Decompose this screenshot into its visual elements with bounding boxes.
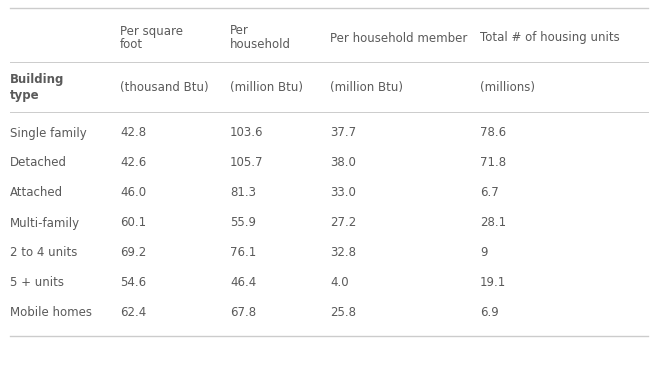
Text: foot: foot bbox=[120, 39, 143, 52]
Text: 46.4: 46.4 bbox=[230, 277, 256, 290]
Text: 42.8: 42.8 bbox=[120, 126, 146, 139]
Text: 33.0: 33.0 bbox=[330, 186, 356, 199]
Text: household: household bbox=[230, 39, 291, 52]
Text: Detached: Detached bbox=[10, 157, 67, 170]
Text: 71.8: 71.8 bbox=[480, 157, 506, 170]
Text: (millions): (millions) bbox=[480, 81, 535, 94]
Text: Per square: Per square bbox=[120, 24, 183, 37]
Text: 2 to 4 units: 2 to 4 units bbox=[10, 246, 78, 259]
Text: 6.7: 6.7 bbox=[480, 186, 499, 199]
Text: 27.2: 27.2 bbox=[330, 217, 356, 230]
Text: 105.7: 105.7 bbox=[230, 157, 263, 170]
Text: 25.8: 25.8 bbox=[330, 306, 356, 319]
Text: 81.3: 81.3 bbox=[230, 186, 256, 199]
Text: 28.1: 28.1 bbox=[480, 217, 506, 230]
Text: (million Btu): (million Btu) bbox=[330, 81, 403, 94]
Text: Multi-family: Multi-family bbox=[10, 217, 80, 230]
Text: Attached: Attached bbox=[10, 186, 63, 199]
Text: 4.0: 4.0 bbox=[330, 277, 349, 290]
Text: 38.0: 38.0 bbox=[330, 157, 356, 170]
Text: 5 + units: 5 + units bbox=[10, 277, 64, 290]
Text: 67.8: 67.8 bbox=[230, 306, 256, 319]
Text: Per: Per bbox=[230, 24, 249, 37]
Text: Single family: Single family bbox=[10, 126, 87, 139]
Text: 54.6: 54.6 bbox=[120, 277, 146, 290]
Text: 69.2: 69.2 bbox=[120, 246, 146, 259]
Text: 37.7: 37.7 bbox=[330, 126, 356, 139]
Text: 42.6: 42.6 bbox=[120, 157, 146, 170]
Text: 78.6: 78.6 bbox=[480, 126, 506, 139]
Text: 55.9: 55.9 bbox=[230, 217, 256, 230]
Text: 103.6: 103.6 bbox=[230, 126, 263, 139]
Text: (thousand Btu): (thousand Btu) bbox=[120, 81, 209, 94]
Text: 76.1: 76.1 bbox=[230, 246, 256, 259]
Text: Total # of housing units: Total # of housing units bbox=[480, 31, 620, 44]
Text: Building: Building bbox=[10, 73, 64, 86]
Text: (million Btu): (million Btu) bbox=[230, 81, 303, 94]
Text: 62.4: 62.4 bbox=[120, 306, 146, 319]
Text: 9: 9 bbox=[480, 246, 488, 259]
Text: 32.8: 32.8 bbox=[330, 246, 356, 259]
Text: Per household member: Per household member bbox=[330, 31, 467, 44]
Text: 46.0: 46.0 bbox=[120, 186, 146, 199]
Text: type: type bbox=[10, 89, 39, 102]
Text: 60.1: 60.1 bbox=[120, 217, 146, 230]
Text: 6.9: 6.9 bbox=[480, 306, 499, 319]
Text: 19.1: 19.1 bbox=[480, 277, 506, 290]
Text: Mobile homes: Mobile homes bbox=[10, 306, 92, 319]
